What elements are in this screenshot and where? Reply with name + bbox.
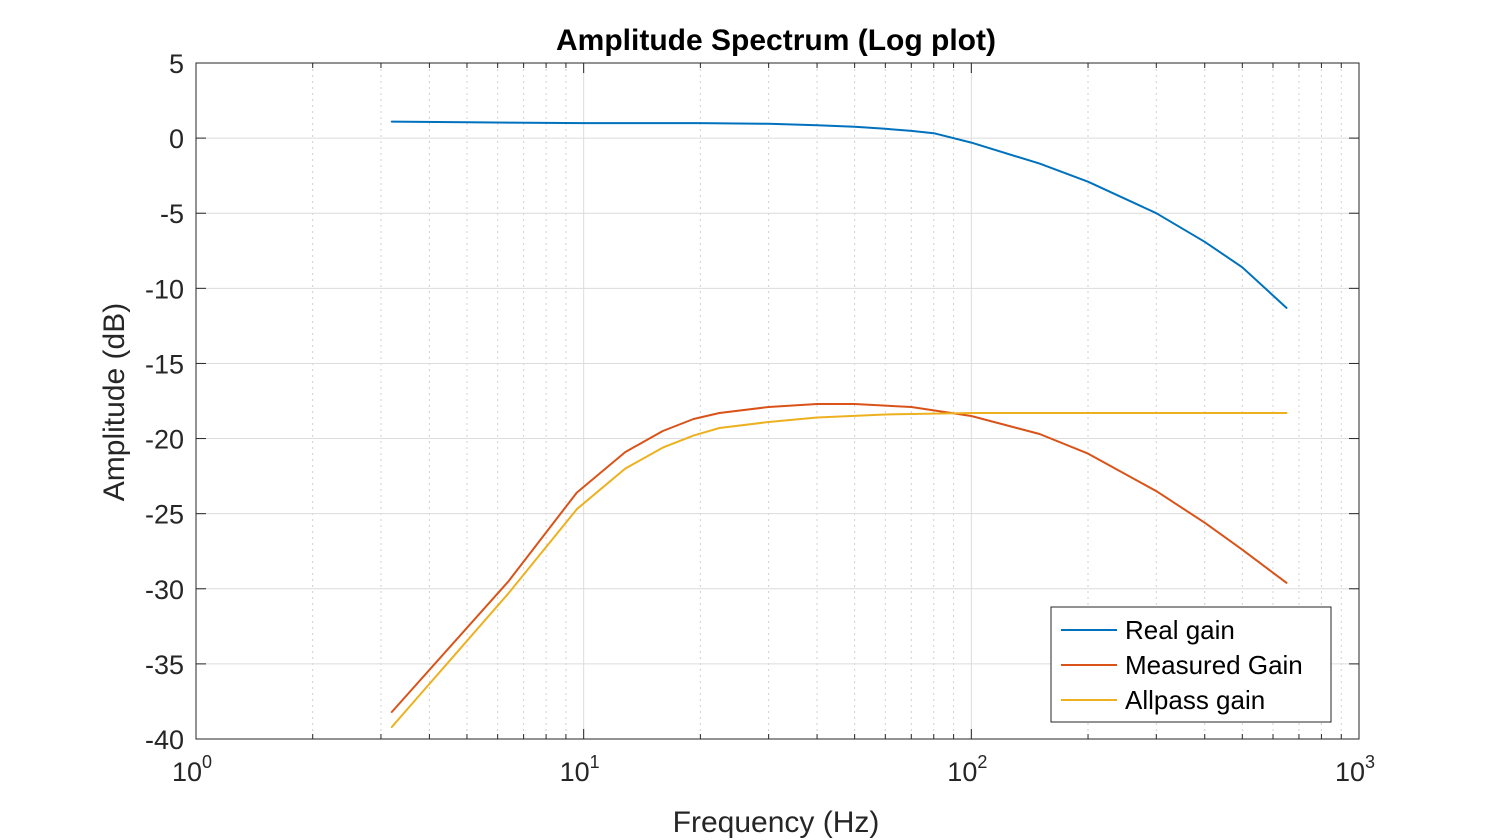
legend-label: Measured Gain <box>1125 650 1303 680</box>
y-tick-label: -20 <box>145 425 184 455</box>
x-tick-label: 101 <box>560 752 600 787</box>
x-axis-label: Frequency (Hz) <box>673 806 880 839</box>
x-tick-label: 103 <box>1335 752 1375 787</box>
x-tick-label: 102 <box>947 752 987 787</box>
grid-layer <box>196 63 1359 739</box>
legend: Real gain Measured Gain Allpass gain <box>1050 606 1332 723</box>
series-layer <box>390 120 1288 728</box>
axes-box <box>195 62 1360 740</box>
y-tick-label: -30 <box>145 575 184 605</box>
y-tick-label: 5 <box>169 49 184 79</box>
label-layer: 100 101 102 103 5 0 -5 -10 -15 -20 -25 -30 -35 -40 <box>145 49 1375 787</box>
series-line-allpass-gain <box>390 412 1288 728</box>
y-axis-label: Amplitude (dB) <box>98 303 131 501</box>
tick-layer <box>195 62 1360 740</box>
series-line-real-gain <box>390 120 1288 309</box>
y-tick-label: -40 <box>145 725 184 755</box>
y-tick-label: -10 <box>145 274 184 304</box>
y-tick-label: -35 <box>145 650 184 680</box>
y-tick-label: -25 <box>145 500 184 530</box>
legend-label: Real gain <box>1125 615 1235 645</box>
y-tick-label: 0 <box>169 124 184 154</box>
legend-label: Allpass gain <box>1125 685 1265 715</box>
y-tick-label: -5 <box>160 199 184 229</box>
chart-title: Amplitude Spectrum (Log plot) <box>556 24 996 57</box>
y-tick-label: -15 <box>145 349 184 379</box>
x-tick-label: 100 <box>172 752 212 787</box>
series-line-measured-gain <box>390 403 1288 713</box>
